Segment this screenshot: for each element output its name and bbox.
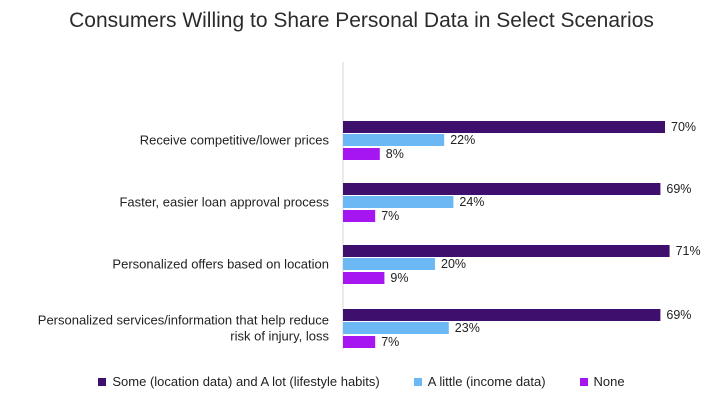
bar — [343, 336, 376, 348]
legend: Some (location data) and A lot (lifestyl… — [0, 374, 723, 389]
legend-item-none: None — [579, 374, 625, 389]
data-label: 9% — [390, 271, 408, 285]
bar — [343, 121, 665, 133]
category-label: Receive competitive/lower prices — [140, 133, 330, 148]
data-label: 7% — [381, 335, 399, 349]
data-label: 22% — [450, 133, 475, 147]
category-label: risk of injury, loss — [230, 329, 329, 344]
bar — [343, 210, 376, 222]
data-label: 23% — [455, 321, 480, 335]
data-label: 69% — [666, 182, 691, 196]
legend-swatch-a-little — [413, 377, 422, 386]
legend-label-none: None — [593, 374, 625, 389]
legend-swatch-none — [579, 377, 588, 386]
bar — [343, 272, 385, 284]
data-label: 69% — [666, 308, 691, 322]
bar — [343, 322, 449, 334]
bar — [343, 148, 380, 160]
bar — [343, 258, 435, 270]
bar — [343, 183, 661, 195]
chart-title: Consumers Willing to Share Personal Data… — [69, 9, 654, 32]
data-label: 70% — [671, 120, 696, 134]
category-label: Personalized services/information that h… — [38, 313, 329, 328]
category-label: Personalized offers based on location — [112, 257, 329, 272]
data-label: 24% — [459, 195, 484, 209]
category-label: Faster, easier loan approval process — [119, 195, 329, 210]
bar — [343, 196, 454, 208]
data-label: 20% — [441, 257, 466, 271]
bar — [343, 309, 661, 321]
legend-swatch-some-a-lot — [98, 377, 107, 386]
legend-item-a-little: A little (income data) — [413, 374, 546, 389]
legend-item-some-a-lot: Some (location data) and A lot (lifestyl… — [98, 374, 380, 389]
data-label: 71% — [676, 244, 701, 258]
legend-label-a-little: A little (income data) — [427, 374, 546, 389]
data-label: 7% — [381, 209, 399, 223]
bar — [343, 245, 670, 257]
data-label: 8% — [386, 147, 404, 161]
bar — [343, 134, 445, 146]
legend-label-some-a-lot: Some (location data) and A lot (lifestyl… — [112, 374, 380, 389]
